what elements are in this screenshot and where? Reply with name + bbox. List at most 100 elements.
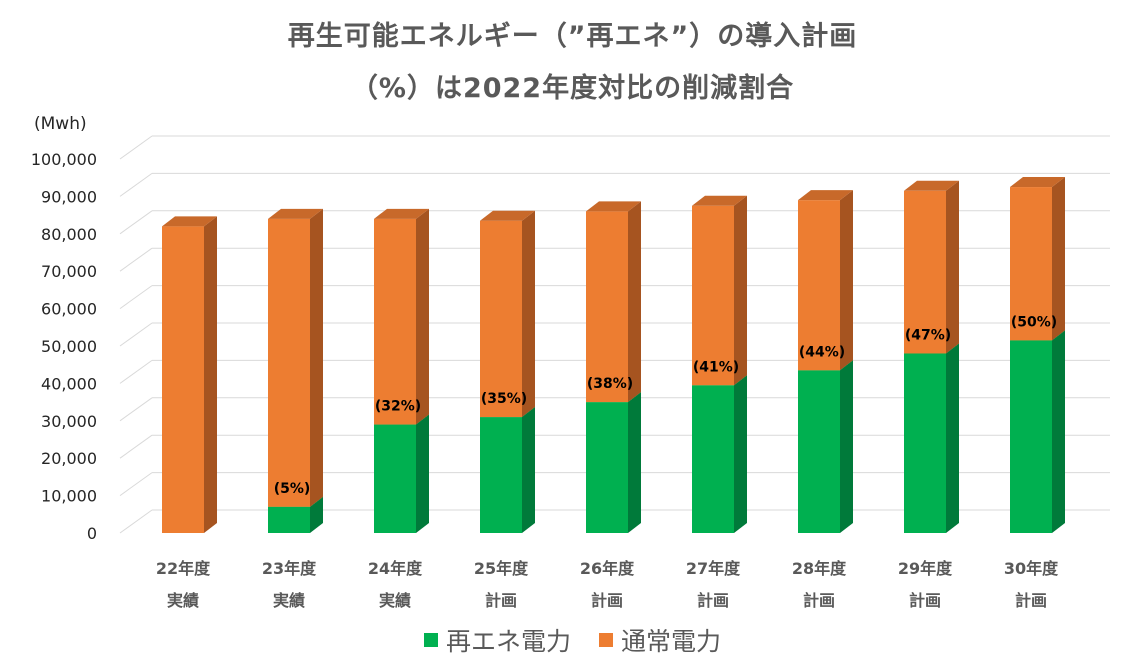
bar-normal-side	[840, 190, 853, 371]
bar-normal-side	[946, 180, 959, 354]
x-tick-label: 22年度	[156, 559, 211, 578]
bar-normal-top	[374, 208, 429, 219]
bar-renewable-side	[734, 375, 747, 533]
bar-normal-top	[162, 216, 217, 227]
bar-normal-side	[522, 210, 535, 418]
data-label: (38%)	[587, 376, 633, 392]
x-tick-label: 計画	[1015, 591, 1047, 610]
bar-renewable	[692, 375, 747, 533]
data-label: (5%)	[274, 481, 311, 497]
x-tick-label: 30年度	[1004, 559, 1059, 578]
bar-normal-front	[480, 220, 522, 418]
bar-renewable-side	[946, 343, 959, 533]
bar-renewable-side	[416, 414, 429, 533]
bar-normal-front	[904, 190, 946, 354]
bar-normal	[904, 180, 959, 354]
bar-normal	[798, 190, 853, 371]
x-tick-label: 24年度	[368, 559, 423, 578]
gridline-diag	[119, 135, 153, 160]
bar-normal-front	[268, 218, 310, 507]
legend-label-renewable: 再エネ電力	[445, 627, 571, 656]
data-label: (32%)	[375, 399, 421, 415]
bar-normal-top	[904, 180, 959, 191]
gridline-diag	[119, 322, 153, 347]
gridline-diag	[119, 472, 153, 497]
bar-renewable-front	[480, 417, 522, 533]
x-tick-label: 計画	[803, 591, 835, 610]
y-tick-label: 20,000	[41, 449, 97, 468]
legend-label-normal: 通常電力	[621, 627, 722, 656]
y-tick-label: 10,000	[41, 487, 97, 506]
bar-normal-front	[374, 218, 416, 425]
x-tick-label: 実績	[167, 591, 199, 610]
y-tick-label: 0	[87, 524, 97, 543]
bar-normal	[268, 208, 323, 507]
gridline-diag	[119, 359, 153, 384]
bar-normal-side	[204, 216, 217, 533]
bar-renewable-side	[840, 360, 853, 533]
bar-normal-front	[162, 226, 204, 533]
y-tick-label: 90,000	[41, 187, 97, 206]
y-tick-label: 40,000	[41, 374, 97, 393]
bar-normal-top	[798, 190, 853, 201]
bar-normal-front	[798, 200, 840, 371]
chart-title-line1: 再生可能エネルギー（”再エネ”）の導入計画	[287, 21, 858, 52]
bar-renewable	[1010, 330, 1065, 533]
bar-renewable-side	[1052, 330, 1065, 533]
x-tick-label: 26年度	[580, 559, 635, 578]
bar-renewable-front	[904, 353, 946, 533]
x-tick-label: 23年度	[262, 559, 317, 578]
bar-renewable	[798, 360, 853, 533]
gridline-diag	[119, 285, 153, 310]
legend-swatch-normal	[599, 633, 613, 647]
y-tick-label: 50,000	[41, 337, 97, 356]
chart-title-line2: （%）は2022年度対比の削減割合	[350, 73, 795, 104]
x-tick-label: 計画	[909, 591, 941, 610]
x-tick-label: 計画	[485, 591, 517, 610]
x-tick-label: 28年度	[792, 559, 847, 578]
x-tick-label: 実績	[273, 591, 305, 610]
gridline-diag	[119, 434, 153, 459]
data-label: (50%)	[1011, 314, 1057, 330]
bar-renewable-front	[1010, 340, 1052, 533]
data-label: (47%)	[905, 327, 951, 343]
data-label: (41%)	[693, 359, 739, 375]
gridline-diag	[119, 172, 153, 197]
gridline-diag	[119, 210, 153, 235]
bar-renewable-side	[310, 496, 323, 533]
y-tick-label: 70,000	[41, 262, 97, 281]
bar-normal-top	[692, 195, 747, 206]
bar-renewable-front	[692, 385, 734, 533]
bar-normal-side	[734, 195, 747, 386]
legend-item-normal: 通常電力	[599, 622, 721, 658]
y-tick-label: 30,000	[41, 412, 97, 431]
bar-normal-front	[586, 211, 628, 403]
x-tick-label: 25年度	[474, 559, 529, 578]
bar-renewable	[374, 414, 429, 533]
x-tick-label: 実績	[379, 591, 411, 610]
data-label: (35%)	[481, 391, 527, 407]
bar-normal-front	[1010, 187, 1052, 341]
bar-normal-top	[1010, 177, 1065, 188]
bar-normal	[162, 216, 217, 533]
y-axis-unit-label: (Mwh)	[34, 114, 87, 134]
bar-renewable-front	[798, 370, 840, 533]
bar-renewable-front	[586, 402, 628, 533]
gridline-diag	[119, 247, 153, 272]
x-tick-label: 27年度	[686, 559, 741, 578]
bar-renewable-front	[374, 424, 416, 533]
bar-renewable	[480, 407, 535, 533]
y-tick-label: 60,000	[41, 300, 97, 319]
bar-renewable-side	[628, 392, 641, 533]
bar-normal	[374, 208, 429, 425]
bar-renewable	[586, 392, 641, 533]
gridline-diag	[119, 397, 153, 422]
bar-renewable-front	[268, 506, 310, 533]
bar-normal-top	[268, 208, 323, 219]
bar-renewable-side	[522, 407, 535, 533]
gridline-diag	[119, 509, 153, 534]
bar-normal-side	[310, 208, 323, 507]
x-tick-label: 29年度	[898, 559, 953, 578]
x-tick-label: 計画	[591, 591, 623, 610]
